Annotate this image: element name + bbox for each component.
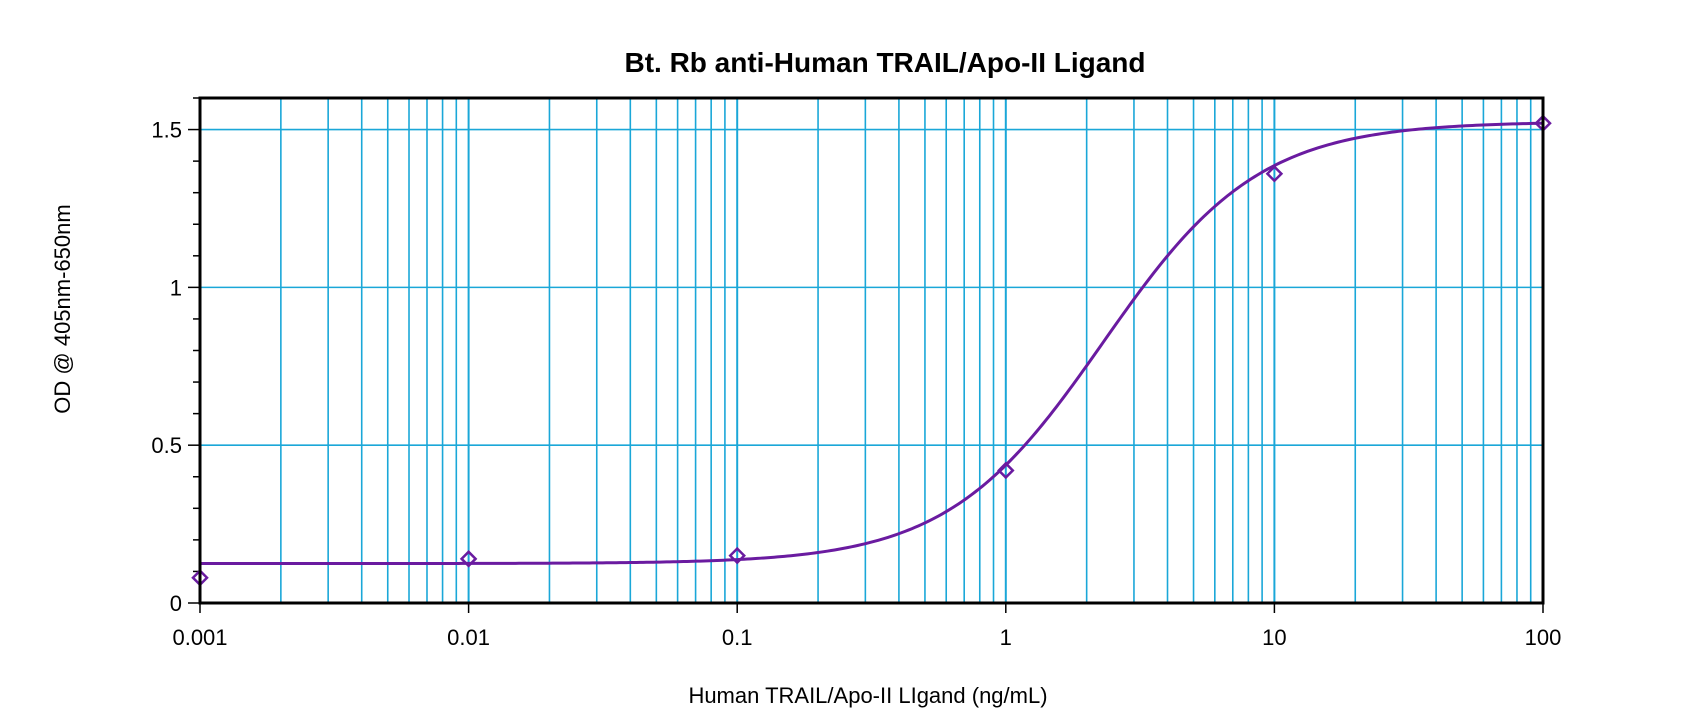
y-tick-labels: 0 0.5 1 1.5	[151, 118, 182, 616]
x-axis-label: Human TRAIL/Apo-II LIgand (ng/mL)	[688, 683, 1047, 708]
plot-frame	[198, 96, 1545, 605]
data-point	[728, 546, 746, 565]
y-tick-label: 1.5	[151, 118, 182, 143]
x-tick-label: 0.01	[447, 625, 490, 650]
x-tick-label: 0.001	[172, 625, 227, 650]
data-points	[191, 114, 1552, 587]
x-tick-labels: 0.001 0.01 0.1 1 10 100	[172, 625, 1561, 650]
y-tick-label: 0	[170, 591, 182, 616]
x-tick-label: 1	[1000, 625, 1012, 650]
x-tick-label: 10	[1262, 625, 1286, 650]
y-tick-label: 0.5	[151, 433, 182, 458]
grid	[200, 98, 1543, 603]
data-point	[1265, 164, 1284, 183]
data-point	[997, 461, 1015, 480]
x-tick-label: 100	[1525, 625, 1562, 650]
fit-curve	[200, 121, 1544, 566]
chart-title: Bt. Rb anti-Human TRAIL/Apo-II Ligand	[624, 47, 1145, 78]
y-axis-label: OD @ 405nm-650nm	[50, 204, 75, 413]
y-minor-ticks	[188, 97, 1544, 613]
data-point	[459, 550, 478, 568]
y-tick-label: 1	[170, 275, 182, 300]
x-tick-label: 0.1	[722, 625, 753, 650]
